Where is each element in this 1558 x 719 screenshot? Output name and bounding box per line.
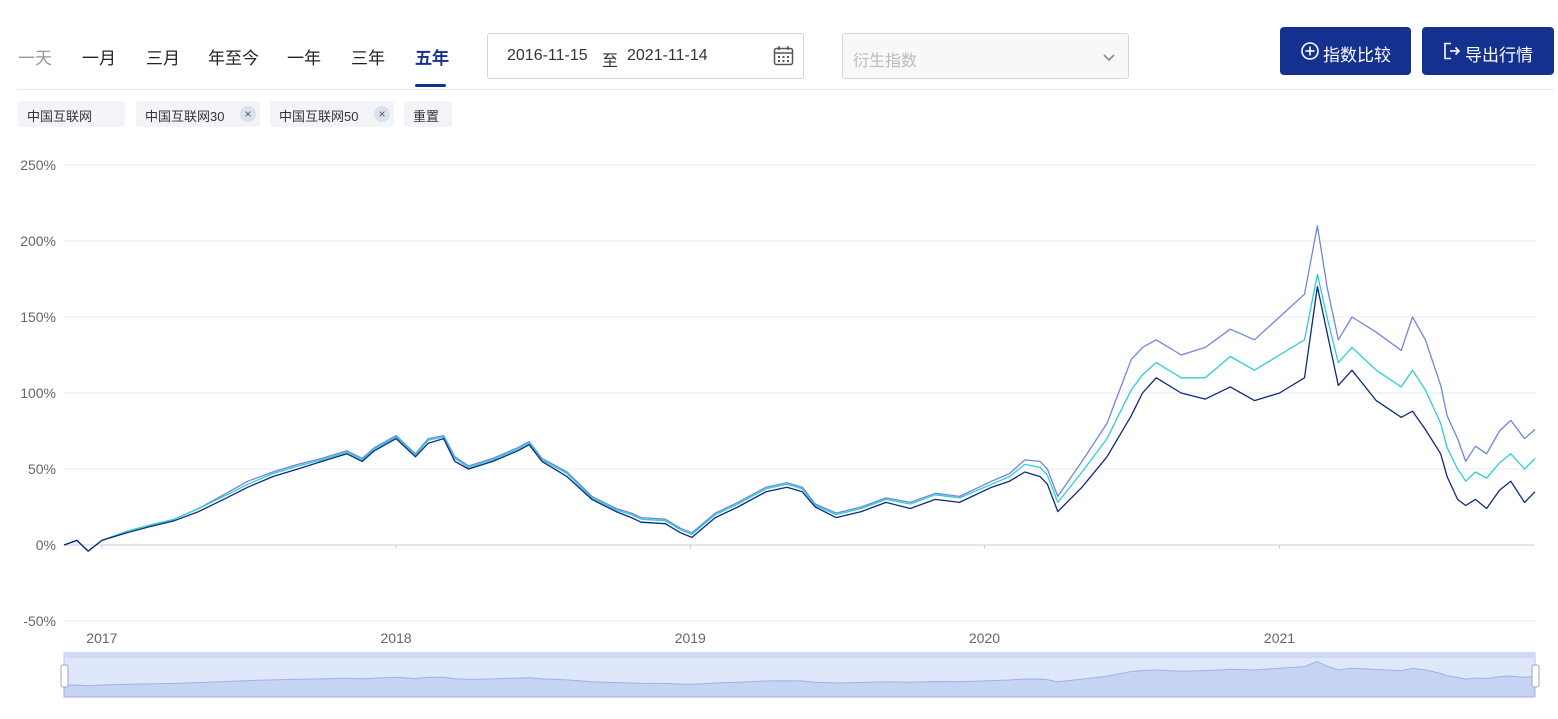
- export-icon: [1444, 42, 1461, 60]
- chip-china-internet[interactable]: 中国互联网: [18, 101, 125, 127]
- chip-china-internet-50[interactable]: 中国互联网50 ×: [270, 101, 394, 127]
- y-tick-label: 250%: [20, 157, 56, 173]
- y-tick-label: 0%: [36, 537, 56, 553]
- date-end: 2021-11-14: [627, 47, 708, 64]
- x-tick-label: 2017: [86, 630, 117, 646]
- series-line: [63, 225, 1536, 552]
- reset-label: 重置: [413, 109, 440, 124]
- y-tick-label: 100%: [20, 385, 56, 401]
- y-tick-label: 200%: [20, 233, 56, 249]
- tab-three-years[interactable]: 三年: [351, 49, 385, 68]
- reset-button[interactable]: 重置: [404, 101, 452, 127]
- plus-circle-icon: [1301, 42, 1319, 60]
- chevron-down-icon: [1103, 54, 1115, 62]
- y-tick-label: -50%: [23, 613, 56, 629]
- derived-index-placeholder: 衍生指数: [853, 53, 918, 70]
- compare-index-button[interactable]: 指数比较: [1280, 27, 1411, 75]
- calendar-icon[interactable]: [773, 45, 794, 66]
- close-icon[interactable]: ×: [374, 106, 390, 122]
- derived-index-select[interactable]: 衍生指数: [842, 33, 1129, 79]
- chip-china-internet-30[interactable]: 中国互联网30 ×: [136, 101, 260, 127]
- slider-preview-area: [63, 660, 1536, 698]
- range-slider[interactable]: [60, 652, 1540, 698]
- export-quotes-label: 导出行情: [1465, 46, 1533, 65]
- x-tick-label: 2018: [381, 630, 412, 646]
- tab-three-months[interactable]: 三月: [146, 49, 180, 68]
- active-tab-indicator: [415, 84, 446, 87]
- close-icon[interactable]: ×: [240, 106, 256, 122]
- y-tick-label: 50%: [28, 461, 56, 477]
- slider-handle-right[interactable]: [1531, 664, 1540, 688]
- slider-handle-left[interactable]: [60, 664, 69, 688]
- y-axis-ticks: 250% 200% 150% 100% 50% 0% -50%: [20, 157, 56, 629]
- x-axis-ticks: 2017 2018 2019 2020 2021: [86, 545, 1295, 646]
- toolbar: 一天 一月 三月 年至今 一年 三年 五年 2016-11-15 至 2021-…: [0, 0, 1558, 90]
- toolbar-divider: [18, 89, 1554, 90]
- tab-five-years[interactable]: 五年: [415, 49, 449, 68]
- index-performance-chart: 250%200%150%100%50%0%-50% 2017 2018 2019 20…: [20, 157, 1540, 698]
- series-line: [63, 273, 1536, 552]
- date-separator: 至: [602, 53, 619, 70]
- date-range-picker[interactable]: 2016-11-15 至 2021-11-14: [487, 33, 804, 79]
- export-quotes-button[interactable]: 导出行情: [1422, 27, 1554, 75]
- tab-one-month[interactable]: 一月: [82, 49, 116, 68]
- y-tick-label: 150%: [20, 309, 56, 325]
- tab-year-to-date[interactable]: 年至今: [208, 49, 259, 68]
- tab-one-year[interactable]: 一年: [287, 49, 321, 68]
- chart-gridlines: [64, 164, 1535, 622]
- series-line: [63, 285, 1536, 552]
- slider-top-bar: [64, 652, 1535, 658]
- chip-label: 中国互联网: [27, 109, 93, 124]
- compare-index-label: 指数比较: [1323, 46, 1391, 65]
- chart-series: [63, 225, 1536, 552]
- tab-one-day[interactable]: 一天: [18, 49, 52, 68]
- date-start: 2016-11-15: [507, 47, 588, 64]
- x-tick-label: 2020: [969, 630, 1000, 646]
- chip-label: 中国互联网30: [145, 109, 225, 124]
- x-tick-label: 2019: [675, 630, 706, 646]
- chip-label: 中国互联网50: [279, 109, 359, 124]
- x-tick-label: 2021: [1264, 630, 1295, 646]
